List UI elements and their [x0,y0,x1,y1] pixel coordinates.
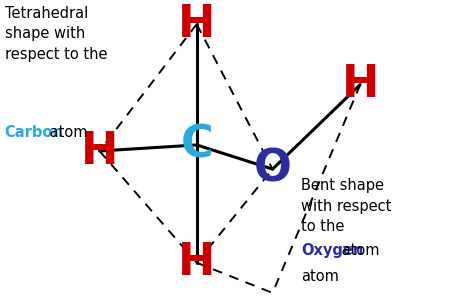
Text: atom: atom [301,269,339,284]
Text: atom: atom [337,243,379,258]
Text: O: O [254,148,292,191]
Text: H: H [81,130,118,172]
Text: Carbon: Carbon [5,125,64,140]
Text: H: H [178,241,215,284]
Text: Tetrahedral
shape with
respect to the: Tetrahedral shape with respect to the [5,6,107,62]
Text: H: H [178,3,215,46]
Text: atom: atom [45,125,88,140]
Text: Bent shape
with respect
to the: Bent shape with respect to the [301,178,392,234]
Text: C: C [180,124,213,166]
Text: H: H [342,63,379,106]
Text: Oxygen: Oxygen [301,243,364,258]
